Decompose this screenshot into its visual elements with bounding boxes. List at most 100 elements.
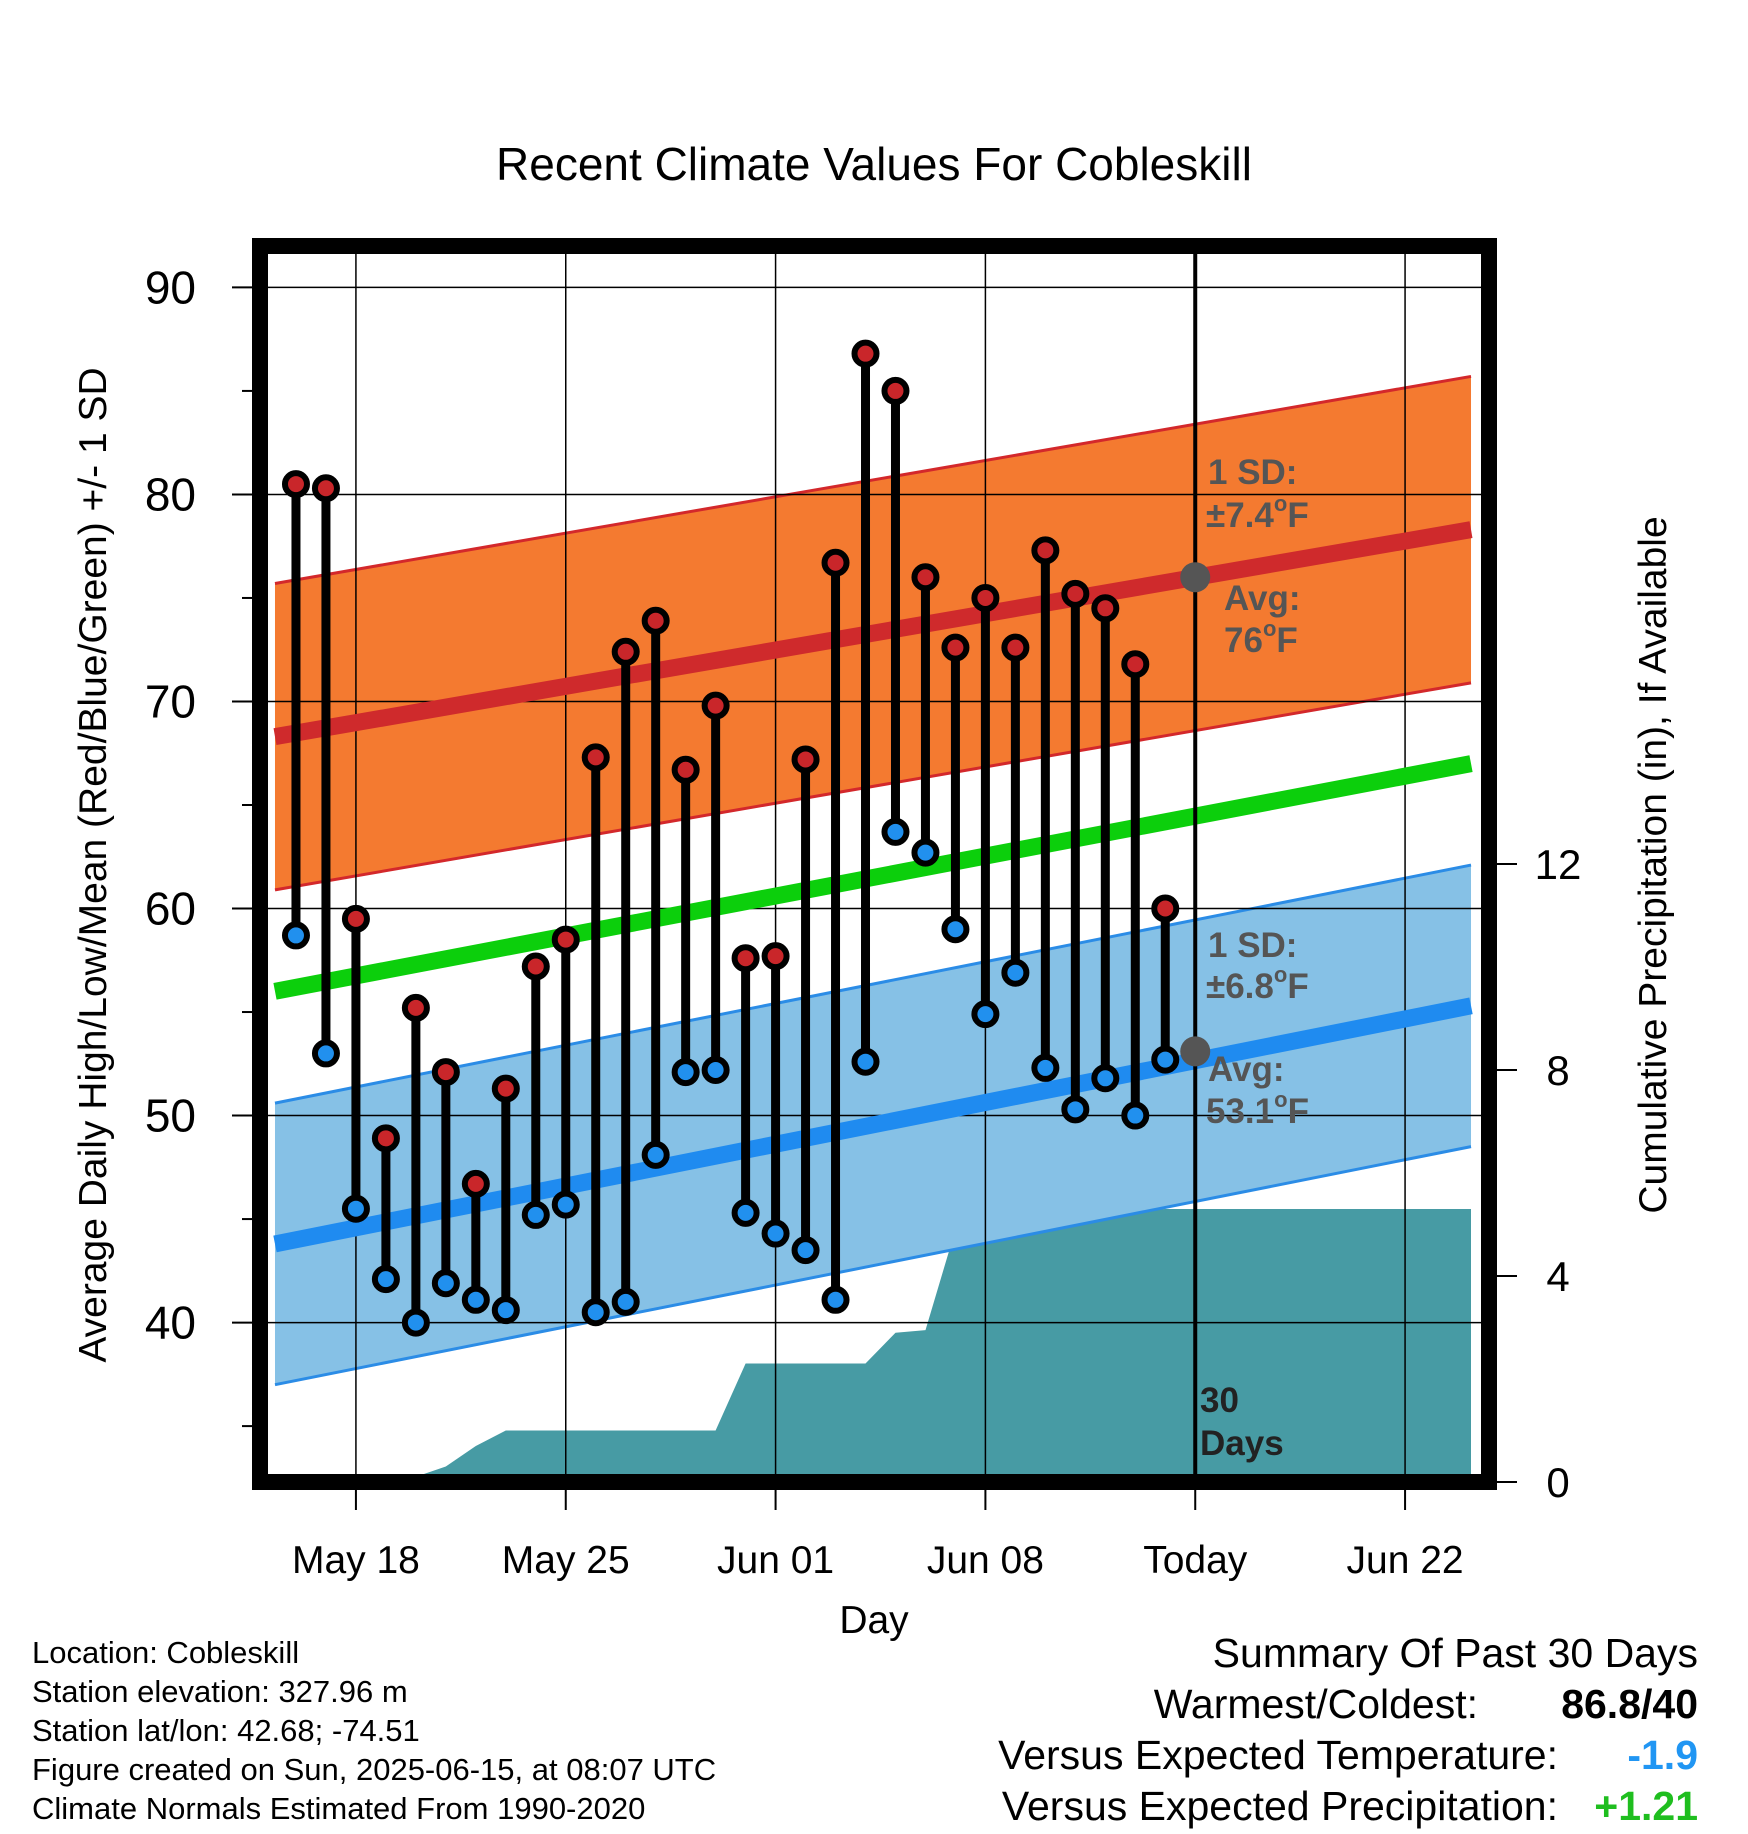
daily-low-point — [1031, 1053, 1060, 1082]
daily-low-point — [701, 1056, 730, 1084]
x-axis: May 18 May 25 Jun 01 Jun 08 Today Jun 22 — [292, 1490, 1464, 1582]
daily-low-point — [551, 1190, 580, 1219]
elevation-text: Station elevation: 327.96 m — [32, 1674, 408, 1709]
temp-departure-value: -1.9 — [1627, 1732, 1698, 1778]
daily-high-point — [1091, 594, 1120, 623]
left-axis-tick-label: 60 — [145, 883, 196, 935]
daily-high-point — [401, 993, 430, 1022]
daily-low-point — [941, 915, 970, 944]
summary-panel: Summary Of Past 30 Days Warmest/Coldest:… — [798, 1630, 1698, 1834]
days-label-number: 30 — [1200, 1381, 1239, 1420]
temp-departure-label: Versus Expected Temperature: — [998, 1732, 1558, 1778]
daily-high-point — [581, 743, 610, 772]
x-axis-tick-label: May 18 — [292, 1539, 420, 1582]
daily-high-point — [851, 339, 880, 368]
low-sd-upper-edge — [274, 863, 1472, 1105]
daily-high-point — [341, 904, 370, 933]
daily-high-point — [671, 755, 700, 784]
daily-low-point — [491, 1296, 520, 1325]
x-axis-tick-label: Jun 01 — [717, 1539, 834, 1582]
summary-title: Summary Of Past 30 Days — [1212, 1630, 1698, 1676]
daily-high-point — [881, 376, 910, 405]
daily-low-point — [1001, 958, 1030, 987]
daily-low-point — [461, 1285, 490, 1314]
daily-low-point — [1061, 1095, 1090, 1124]
low-avg-label: Avg: — [1208, 1050, 1284, 1089]
daily-high-point — [611, 637, 640, 666]
x-axis-tick-label: May 25 — [502, 1539, 630, 1582]
precip-departure-value: +1.21 — [1594, 1783, 1698, 1829]
daily-low-point — [881, 817, 910, 846]
normal-high-line — [273, 521, 1473, 746]
annotations: 1 SD: ±7.4oF Avg: 76oF 1 SD: ±6.8oF Avg:… — [1200, 453, 1309, 1463]
daily-low-point — [821, 1285, 850, 1314]
left-y-axis: 40 50 60 70 80 90 — [145, 261, 252, 1428]
normal-mean-line — [273, 755, 1473, 1000]
low-sd-value: ±6.8oF — [1206, 962, 1309, 1006]
daily-high-point — [491, 1074, 520, 1103]
daily-low-point — [611, 1287, 640, 1316]
daily-high-point — [461, 1169, 490, 1198]
daily-high-point — [761, 942, 790, 971]
daily-low-point — [521, 1200, 550, 1229]
left-y-axis-label: Average Daily High/Low/Mean (Red/Blue/Gr… — [72, 367, 115, 1362]
daily-high-point — [551, 925, 580, 954]
x-axis-tick-label: Jun 22 — [1347, 1539, 1464, 1582]
latlon-text: Station lat/lon: 42.68; -74.51 — [32, 1713, 420, 1748]
station-info: Location: Cobleskill Station elevation: … — [32, 1633, 716, 1828]
right-axis-tick-label: 8 — [1546, 1047, 1569, 1094]
days-label-text: Days — [1200, 1424, 1284, 1463]
daily-high-point — [911, 563, 940, 592]
daily-low-point — [641, 1140, 670, 1169]
right-axis-tick-label: 12 — [1535, 841, 1582, 888]
daily-low-point — [1091, 1064, 1120, 1093]
low-sd-label: 1 SD: — [1208, 926, 1297, 965]
high-avg-label: Avg: — [1224, 579, 1300, 618]
right-axis-tick-label: 4 — [1546, 1253, 1569, 1300]
daily-high-point — [701, 691, 730, 720]
warm-cold-label: Warmest/Coldest: — [1153, 1681, 1478, 1727]
x-axis-label: Day — [839, 1599, 909, 1642]
daily-low-point — [401, 1308, 430, 1337]
daily-low-point — [791, 1236, 820, 1265]
daily-low-point — [581, 1298, 610, 1327]
right-axis-tick-label: 0 — [1546, 1459, 1569, 1506]
today-low-average-marker — [1180, 1036, 1211, 1067]
daily-low-point — [1121, 1101, 1150, 1130]
right-y-axis-label: Cumulative Precipitation (in), If Availa… — [1632, 516, 1675, 1213]
left-axis-tick-label: 70 — [145, 675, 196, 727]
daily-high-point — [941, 633, 970, 662]
high-sd-lower-edge — [274, 681, 1472, 892]
daily-low-point — [761, 1219, 790, 1248]
daily-low-point — [341, 1194, 370, 1223]
daily-high-point — [1151, 894, 1180, 923]
x-axis-tick-label: Today — [1143, 1539, 1248, 1582]
high-sd-upper-edge — [274, 374, 1472, 585]
plot-area — [260, 246, 1489, 1482]
precip-departure-label: Versus Expected Precipitation: — [1001, 1783, 1558, 1829]
daily-high-point — [791, 745, 820, 774]
daily-high-point — [971, 583, 1000, 612]
daily-high-point — [821, 548, 850, 577]
left-axis-tick-label: 90 — [145, 261, 196, 313]
x-axis-tick-label: Jun 08 — [927, 1539, 1044, 1582]
daily-high-point — [521, 952, 550, 981]
right-y-axis: 0 4 8 12 — [1497, 841, 1581, 1506]
daily-high-point — [281, 470, 310, 499]
daily-high-point — [641, 606, 670, 635]
daily-low-point — [671, 1058, 700, 1087]
left-axis-tick-label: 80 — [145, 468, 196, 520]
daily-low-point — [431, 1269, 460, 1298]
daily-low-point — [911, 838, 940, 867]
left-axis-tick-label: 40 — [145, 1297, 196, 1349]
daily-high-point — [1061, 579, 1090, 608]
daily-high-point — [371, 1124, 400, 1153]
created-text: Figure created on Sun, 2025-06-15, at 08… — [32, 1752, 717, 1787]
low-avg-value: 53.1oF — [1206, 1087, 1309, 1131]
daily-low-point — [371, 1265, 400, 1294]
daily-high-point — [311, 474, 340, 503]
left-axis-tick-label: 50 — [145, 1090, 196, 1142]
warm-cold-value: 86.8/40 — [1561, 1681, 1698, 1727]
daily-low-point — [311, 1039, 340, 1068]
